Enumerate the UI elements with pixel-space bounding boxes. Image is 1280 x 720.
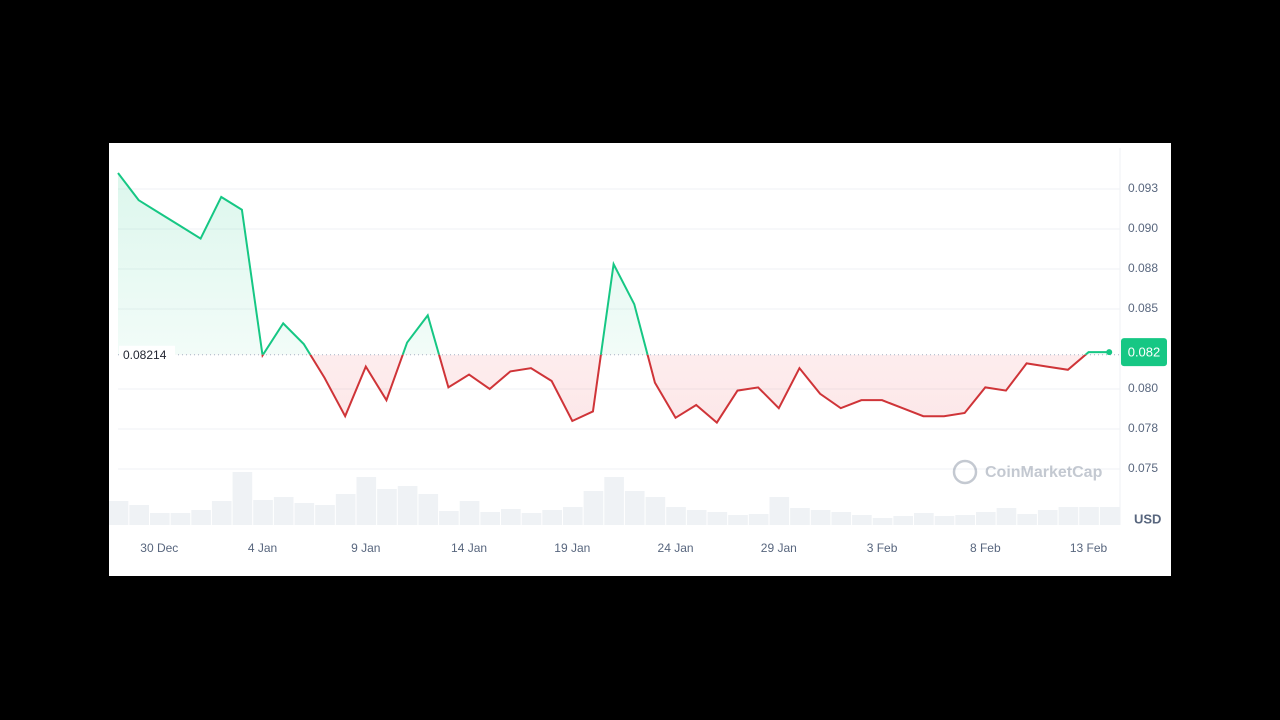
area-up xyxy=(118,172,1110,355)
volume-bar xyxy=(975,512,996,525)
volume-bar xyxy=(356,477,377,525)
y-tick-label: 0.090 xyxy=(1128,221,1158,235)
volume-bar xyxy=(645,497,666,525)
volume-bar xyxy=(109,501,129,525)
volume-bar xyxy=(501,509,521,525)
volume-bar xyxy=(253,500,273,525)
volume-bar xyxy=(439,511,459,525)
y-tick-label: 0.093 xyxy=(1128,181,1158,195)
volume-bar xyxy=(149,513,170,525)
volume-bar xyxy=(893,516,914,525)
volume-bar xyxy=(934,516,955,525)
reference-label: 0.08214 xyxy=(123,348,167,362)
x-tick-label: 29 Jan xyxy=(761,541,797,555)
volume-bar xyxy=(831,512,852,525)
reference-label-bg xyxy=(119,345,175,364)
x-tick-label: 3 Feb xyxy=(867,541,898,555)
x-tick-label: 19 Jan xyxy=(554,541,590,555)
volume-bar xyxy=(521,513,542,525)
volume-bar xyxy=(748,514,769,525)
volume-bar xyxy=(377,489,397,525)
x-tick-label: 14 Jan xyxy=(451,541,487,555)
volume-bar xyxy=(294,503,315,525)
y-tick-label: 0.078 xyxy=(1128,421,1158,435)
y-tick-label: 0.088 xyxy=(1128,261,1158,275)
volume-bar xyxy=(996,508,1017,525)
x-tick-label: 4 Jan xyxy=(248,541,277,555)
volume-bar xyxy=(232,472,253,525)
price-line-down xyxy=(261,354,1088,425)
volume-bar xyxy=(852,515,872,525)
volume-bar xyxy=(335,494,356,525)
volume-bar xyxy=(211,501,232,525)
volume-bar xyxy=(273,497,294,525)
currency-label: USD xyxy=(1134,511,1161,526)
volume-bar xyxy=(955,515,975,525)
volume-bar xyxy=(418,494,439,525)
chart: CoinMarketCap USD 0.075 0.078 0.080 0.085 0.… xyxy=(109,148,1167,555)
volume-bar xyxy=(1099,507,1120,525)
y-tick-label: 0.085 xyxy=(1128,301,1158,315)
volume-bar xyxy=(604,477,624,525)
last-price-tag xyxy=(1121,338,1167,367)
x-tick-label: 9 Jan xyxy=(351,541,380,555)
price-line-up xyxy=(117,172,1110,355)
volume-bar xyxy=(1037,510,1058,525)
x-tick-label: 8 Feb xyxy=(970,541,1001,555)
volume-bar xyxy=(1058,507,1079,525)
chart-panel: CoinMarketCap USD 0.075 0.078 0.080 0.085 0.… xyxy=(109,143,1171,576)
x-tick-label: 24 Jan xyxy=(658,541,694,555)
volume-bar xyxy=(459,501,480,525)
last-point xyxy=(1106,349,1113,356)
watermark-text: CoinMarketCap xyxy=(985,464,1103,481)
volume-bar xyxy=(129,505,149,525)
volume-bar xyxy=(872,518,893,525)
watermark: CoinMarketCap xyxy=(952,459,1103,485)
volume-bar xyxy=(170,513,191,525)
volume-bar xyxy=(397,486,418,525)
volume-bar xyxy=(480,512,501,525)
volume-bar xyxy=(562,507,583,525)
volume-bar xyxy=(542,510,562,525)
volume-bar xyxy=(624,491,645,525)
volume-bar xyxy=(728,515,748,525)
volume-bar xyxy=(1017,514,1037,525)
x-tick-label: 30 Dec xyxy=(140,541,178,555)
last-price-label: 0.082 xyxy=(1128,345,1161,360)
volume-bar xyxy=(769,497,790,525)
volume-bar xyxy=(810,510,831,525)
volume-bar xyxy=(1079,507,1099,525)
volume-bar xyxy=(666,507,686,525)
volume-bar xyxy=(191,510,211,525)
volume-bar xyxy=(686,510,707,525)
volume-bar xyxy=(707,512,728,525)
volume-bar xyxy=(790,508,810,525)
volume-bar xyxy=(315,505,335,525)
y-tick-label: 0.075 xyxy=(1128,461,1158,475)
volume-bar xyxy=(914,513,934,525)
area-down xyxy=(118,354,1110,423)
y-tick-label: 0.080 xyxy=(1128,381,1158,395)
x-tick-label: 13 Feb xyxy=(1070,541,1108,555)
volume-bar xyxy=(583,491,604,525)
watermark-logo xyxy=(952,459,978,485)
